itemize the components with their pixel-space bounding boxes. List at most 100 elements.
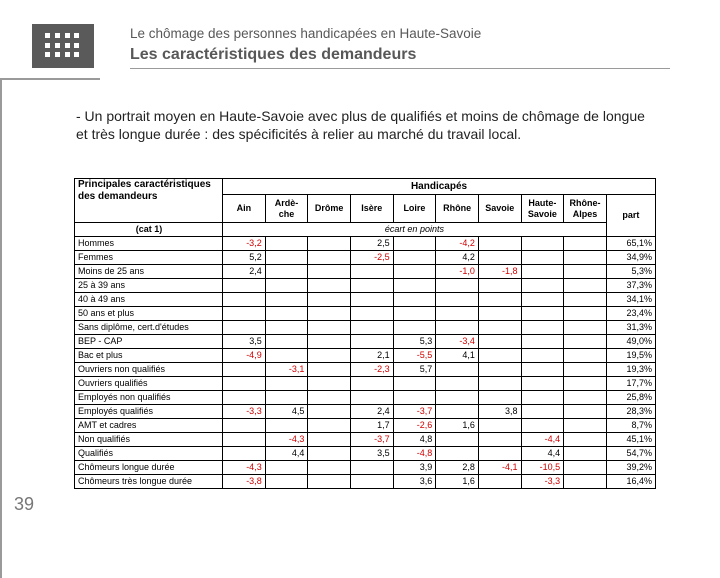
cell bbox=[478, 251, 521, 265]
cell bbox=[521, 265, 564, 279]
cell bbox=[393, 237, 436, 251]
cell-part: 49,0% bbox=[606, 335, 655, 349]
table-row: Ouvriers qualifiés17,7% bbox=[75, 377, 656, 391]
frame-line-vertical bbox=[0, 78, 2, 578]
cell bbox=[564, 335, 607, 349]
cell: -4,3 bbox=[223, 461, 266, 475]
body-paragraph: - Un portrait moyen en Haute-Savoie avec… bbox=[76, 108, 656, 144]
col-header: Isère bbox=[350, 195, 393, 223]
cell bbox=[393, 321, 436, 335]
cell-part: 37,3% bbox=[606, 279, 655, 293]
row-label: Qualifiés bbox=[75, 447, 223, 461]
table-super-header: Handicapés bbox=[223, 179, 656, 195]
table-row: Employés qualifiés-3,34,52,4-3,73,828,3% bbox=[75, 405, 656, 419]
cell bbox=[436, 307, 479, 321]
cell bbox=[265, 279, 308, 293]
table-row: 40 à 49 ans34,1% bbox=[75, 293, 656, 307]
table-row: Chômeurs très longue durée-3,83,61,6-3,3… bbox=[75, 475, 656, 489]
cell bbox=[521, 363, 564, 377]
cell-part: 23,4% bbox=[606, 307, 655, 321]
cell: -2,6 bbox=[393, 419, 436, 433]
cell bbox=[436, 377, 479, 391]
cell: -10,5 bbox=[521, 461, 564, 475]
cell: -3,7 bbox=[350, 433, 393, 447]
cell bbox=[478, 391, 521, 405]
cell bbox=[436, 433, 479, 447]
cell bbox=[521, 377, 564, 391]
cell bbox=[393, 279, 436, 293]
cell: -1,8 bbox=[478, 265, 521, 279]
cell bbox=[478, 377, 521, 391]
cell bbox=[521, 349, 564, 363]
cell: -5,5 bbox=[393, 349, 436, 363]
cell: 3,8 bbox=[478, 405, 521, 419]
cell bbox=[223, 433, 266, 447]
table-row: Moins de 25 ans2,4-1,0-1,85,3% bbox=[75, 265, 656, 279]
cell bbox=[436, 363, 479, 377]
cell: 4,5 bbox=[265, 405, 308, 419]
logo-icon bbox=[32, 24, 94, 68]
cell: 2,8 bbox=[436, 461, 479, 475]
col-header: Rhône-Alpes bbox=[564, 195, 607, 223]
cell bbox=[478, 335, 521, 349]
cell bbox=[308, 405, 351, 419]
cell: 3,6 bbox=[393, 475, 436, 489]
cell: -4,9 bbox=[223, 349, 266, 363]
cell bbox=[223, 307, 266, 321]
cell bbox=[564, 419, 607, 433]
cell bbox=[521, 391, 564, 405]
col-header: Ardè-che bbox=[265, 195, 308, 223]
table-row: Sans diplôme, cert.d'études31,3% bbox=[75, 321, 656, 335]
cell-part: 65,1% bbox=[606, 237, 655, 251]
table-row: Ouvriers non qualifiés-3,1-2,35,719,3% bbox=[75, 363, 656, 377]
cell bbox=[308, 321, 351, 335]
cell bbox=[521, 307, 564, 321]
cell: 4,1 bbox=[436, 349, 479, 363]
cell: -2,5 bbox=[350, 251, 393, 265]
cell bbox=[564, 377, 607, 391]
cell: -2,3 bbox=[350, 363, 393, 377]
cell bbox=[350, 307, 393, 321]
cell bbox=[393, 307, 436, 321]
cell-part: 5,3% bbox=[606, 265, 655, 279]
cell-part: 16,4% bbox=[606, 475, 655, 489]
cell bbox=[308, 307, 351, 321]
cell bbox=[265, 335, 308, 349]
cell bbox=[436, 293, 479, 307]
cell bbox=[308, 265, 351, 279]
table-row: Chômeurs longue durée-4,33,92,8-4,1-10,5… bbox=[75, 461, 656, 475]
row-label: Non qualifiés bbox=[75, 433, 223, 447]
cell bbox=[308, 237, 351, 251]
cell bbox=[393, 251, 436, 265]
col-header: Savoie bbox=[478, 195, 521, 223]
cell bbox=[564, 405, 607, 419]
table-row: BEP - CAP3,55,3-3,449,0% bbox=[75, 335, 656, 349]
cell: 1,7 bbox=[350, 419, 393, 433]
cell bbox=[564, 237, 607, 251]
cell bbox=[436, 279, 479, 293]
cell: 2,5 bbox=[350, 237, 393, 251]
cell: -3,7 bbox=[393, 405, 436, 419]
cell bbox=[564, 321, 607, 335]
cell bbox=[350, 265, 393, 279]
cell bbox=[350, 279, 393, 293]
cell bbox=[265, 349, 308, 363]
cell bbox=[265, 321, 308, 335]
cell bbox=[478, 475, 521, 489]
cell-part: 31,3% bbox=[606, 321, 655, 335]
cell bbox=[478, 419, 521, 433]
table-row: Non qualifiés-4,3-3,74,8-4,445,1% bbox=[75, 433, 656, 447]
cell bbox=[265, 419, 308, 433]
cell bbox=[265, 293, 308, 307]
cell: -3,4 bbox=[436, 335, 479, 349]
cell: -4,1 bbox=[478, 461, 521, 475]
cell bbox=[393, 265, 436, 279]
cell: 5,3 bbox=[393, 335, 436, 349]
row-label: Employés qualifiés bbox=[75, 405, 223, 419]
cell bbox=[521, 237, 564, 251]
cell: 3,5 bbox=[350, 447, 393, 461]
cell bbox=[393, 377, 436, 391]
cell-part: 8,7% bbox=[606, 419, 655, 433]
cat-label: (cat 1) bbox=[75, 223, 223, 237]
row-label: Chômeurs très longue durée bbox=[75, 475, 223, 489]
